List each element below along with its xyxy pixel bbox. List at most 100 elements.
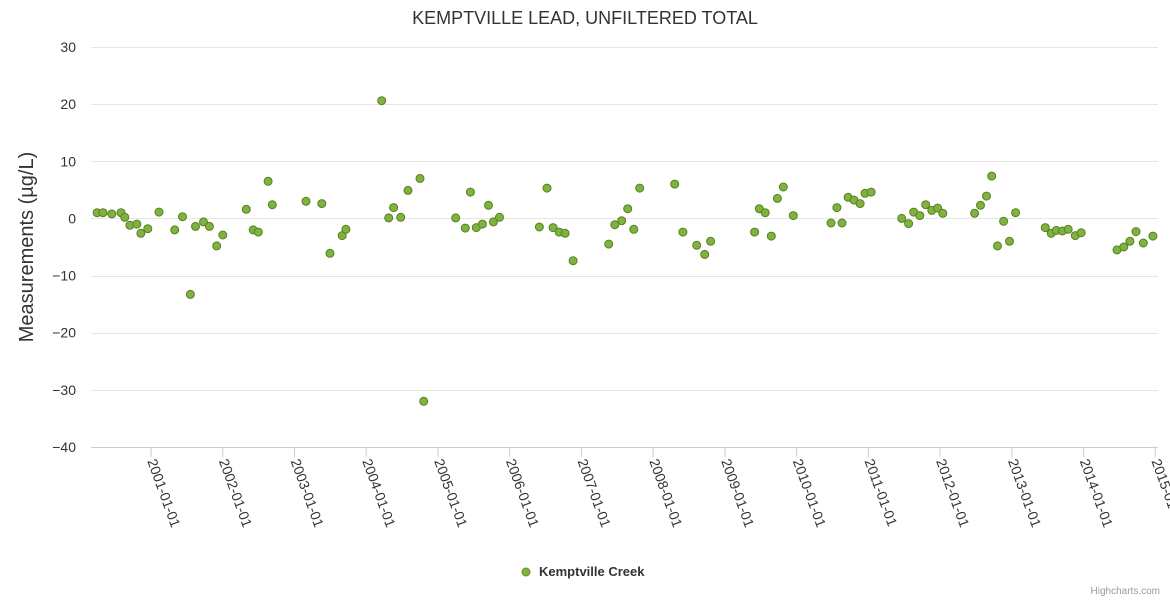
data-point[interactable] xyxy=(136,228,146,238)
data-point[interactable] xyxy=(384,213,394,223)
data-point[interactable] xyxy=(241,204,251,214)
data-point[interactable] xyxy=(415,173,425,183)
y-tick-label: 0 xyxy=(68,210,76,226)
x-tick-label: 2002-01-01 xyxy=(216,457,256,530)
data-point[interactable] xyxy=(560,228,570,238)
data-point[interactable] xyxy=(451,213,461,223)
data-point[interactable] xyxy=(132,219,142,229)
data-point[interactable] xyxy=(465,187,475,197)
data-point[interactable] xyxy=(604,239,614,249)
data-point[interactable] xyxy=(766,231,776,241)
data-point[interactable] xyxy=(178,212,187,222)
data-point[interactable] xyxy=(678,227,688,237)
data-point[interactable] xyxy=(970,208,980,218)
data-point[interactable] xyxy=(826,218,836,228)
data-point[interactable] xyxy=(750,227,760,237)
data-point[interactable] xyxy=(301,196,311,206)
data-point[interactable] xyxy=(788,211,798,221)
data-point[interactable] xyxy=(403,185,413,195)
legend[interactable]: Kemptville Creek xyxy=(521,564,645,579)
data-point[interactable] xyxy=(897,213,907,223)
data-point[interactable] xyxy=(263,176,273,186)
data-point[interactable] xyxy=(921,200,931,210)
data-point[interactable] xyxy=(993,241,1002,251)
data-point[interactable] xyxy=(460,223,470,233)
data-point[interactable] xyxy=(933,203,943,213)
data-point[interactable] xyxy=(837,218,847,228)
data-point[interactable] xyxy=(635,183,645,193)
data-point[interactable] xyxy=(670,179,680,189)
data-point[interactable] xyxy=(1011,208,1021,218)
x-tick-label: 2007-01-01 xyxy=(575,457,615,530)
data-point[interactable] xyxy=(389,203,399,213)
data-point[interactable] xyxy=(419,396,429,406)
x-tick-label: 2001-01-01 xyxy=(144,457,184,530)
x-axis-ticks: 2001-01-01 2002-01-01 2003-01-01 2004-01-01… xyxy=(144,447,1170,530)
data-point[interactable] xyxy=(987,171,997,181)
data-point[interactable] xyxy=(548,223,558,233)
data-point[interactable] xyxy=(1040,223,1050,233)
data-point[interactable] xyxy=(253,227,263,237)
data-point[interactable] xyxy=(706,236,716,246)
data-point[interactable] xyxy=(542,183,552,193)
data-point[interactable] xyxy=(120,212,130,222)
data-point[interactable] xyxy=(325,248,335,258)
data-point[interactable] xyxy=(107,209,117,219)
data-point[interactable] xyxy=(617,216,627,226)
data-point[interactable] xyxy=(629,224,639,234)
data-point[interactable] xyxy=(1138,238,1148,248)
data-point[interactable] xyxy=(623,204,633,214)
data-point[interactable] xyxy=(982,191,991,201)
data-point[interactable] xyxy=(938,208,948,218)
legend-marker-icon[interactable] xyxy=(521,567,531,577)
data-point[interactable] xyxy=(999,216,1009,226)
data-point[interactable] xyxy=(568,256,578,266)
y-tick-label: −30 xyxy=(52,382,76,398)
x-tick-label: 2005-01-01 xyxy=(431,457,471,530)
data-point[interactable] xyxy=(484,200,493,210)
data-point[interactable] xyxy=(760,208,770,218)
data-point[interactable] xyxy=(204,221,214,231)
data-point[interactable] xyxy=(778,182,788,192)
data-point[interactable] xyxy=(488,217,498,227)
data-point[interactable] xyxy=(772,193,782,203)
credits-link[interactable]: Highcharts.com xyxy=(1091,586,1160,597)
data-point[interactable] xyxy=(1063,224,1073,234)
data-point[interactable] xyxy=(534,222,544,232)
legend-item-kemptville-creek[interactable]: Kemptville Creek xyxy=(539,564,645,579)
data-point[interactable] xyxy=(904,219,914,229)
data-point[interactable] xyxy=(700,249,710,259)
data-point[interactable] xyxy=(154,207,164,217)
data-point[interactable] xyxy=(377,96,387,106)
data-point[interactable] xyxy=(1125,236,1135,246)
data-point[interactable] xyxy=(866,187,876,197)
data-point[interactable] xyxy=(1131,227,1141,237)
data-point[interactable] xyxy=(1148,231,1158,241)
data-point[interactable] xyxy=(495,212,504,222)
data-point[interactable] xyxy=(98,208,108,218)
data-point[interactable] xyxy=(1119,242,1129,252)
data-point[interactable] xyxy=(143,224,153,234)
y-tick-label: −10 xyxy=(52,268,76,284)
data-point[interactable] xyxy=(1005,236,1014,246)
data-point[interactable] xyxy=(191,221,200,231)
data-point[interactable] xyxy=(915,211,925,221)
x-tick-label: 2014-01-01 xyxy=(1077,457,1117,530)
data-point[interactable] xyxy=(341,224,351,234)
data-point[interactable] xyxy=(1076,228,1086,238)
data-point[interactable] xyxy=(610,220,620,230)
data-point[interactable] xyxy=(218,230,228,240)
data-point[interactable] xyxy=(170,225,180,235)
data-point[interactable] xyxy=(855,199,865,209)
data-point[interactable] xyxy=(976,200,985,210)
data-point[interactable] xyxy=(199,217,208,227)
chart-title: KEMPTVILLE LEAD, UNFILTERED TOTAL xyxy=(412,8,758,28)
data-point[interactable] xyxy=(267,200,277,210)
data-point[interactable] xyxy=(692,240,702,250)
data-point[interactable] xyxy=(212,241,222,251)
data-point[interactable] xyxy=(317,199,327,209)
data-point[interactable] xyxy=(396,212,406,222)
data-point[interactable] xyxy=(832,203,842,213)
data-point[interactable] xyxy=(185,289,195,299)
data-point[interactable] xyxy=(477,219,487,229)
